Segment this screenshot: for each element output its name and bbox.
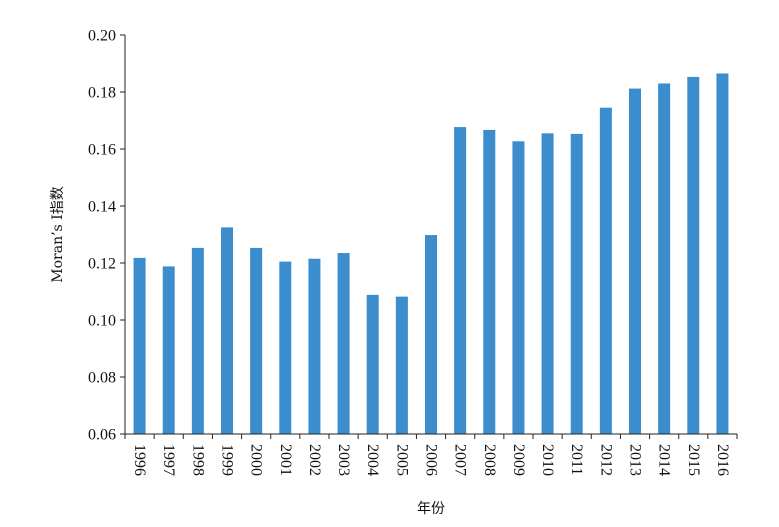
x-tick-label: 1998 (189, 444, 206, 476)
x-tick-label: 2016 (714, 444, 731, 476)
bar-2010 (541, 133, 554, 434)
axes-layer (124, 35, 737, 435)
x-ticks: 1996 1997 1998 1999 2000 2001 2002 2003 2004 2005… (124, 434, 738, 476)
bar-2015 (687, 76, 700, 435)
y-tick-label: 0.16 (88, 142, 116, 159)
bar-2003 (337, 253, 350, 434)
bar-2013 (629, 88, 641, 434)
x-tick-label: 2012 (597, 444, 614, 476)
x-tick-label: 2009 (510, 444, 527, 476)
x-tick-label: 1997 (160, 444, 177, 476)
x-tick-label: 2004 (364, 444, 381, 476)
x-tick-label: 2006 (423, 444, 440, 476)
x-tick-label: 2011 (568, 444, 585, 475)
y-tick-label: 0.10 (88, 313, 116, 330)
bar-1996 (133, 257, 146, 434)
bar-2008 (483, 129, 496, 434)
y-tick-label: 0.20 (88, 28, 116, 45)
y-tick-label: 0.12 (88, 256, 116, 273)
bar-2009 (512, 141, 525, 435)
y-ticks: 0.06 0.08 0.10 0.12 0.14 0.16 0.18 0.20 (88, 28, 125, 444)
x-tick-label: 2007 (452, 444, 469, 476)
x-tick-label: 2003 (335, 444, 352, 476)
y-tick-label: 0.14 (88, 199, 116, 216)
x-tick-label: 1999 (219, 444, 236, 476)
x-tick-label: 2014 (656, 444, 673, 476)
y-tick-label: 0.08 (88, 370, 116, 387)
bar-2016 (716, 73, 729, 434)
x-tick-label: 2013 (627, 444, 644, 476)
bar-2012 (599, 107, 612, 435)
x-tick-label: 2000 (248, 444, 265, 476)
bar-2002 (308, 258, 321, 434)
bar-2001 (279, 261, 292, 434)
x-tick-label: 2001 (277, 444, 294, 476)
x-tick-label: 2005 (393, 444, 410, 476)
bar-2011 (570, 133, 583, 434)
x-axis-title: 年份 (417, 501, 445, 517)
bar-2000 (250, 247, 263, 434)
bar-2004 (366, 294, 379, 434)
x-tick-label: 2008 (481, 444, 498, 476)
bar-1997 (162, 266, 175, 434)
bar-2006 (425, 235, 437, 434)
bars-layer (133, 73, 729, 435)
y-axis-title: Moran’s I指数 (50, 186, 66, 282)
bar-1999 (221, 227, 233, 434)
x-tick-label: 2010 (539, 444, 556, 476)
bar-2005 (395, 296, 408, 434)
y-tick-label: 0.18 (88, 85, 116, 102)
x-tick-label: 2002 (306, 444, 323, 476)
y-tick-label: 0.06 (88, 427, 116, 444)
bar-2014 (658, 83, 671, 434)
x-tick-label: 1996 (131, 444, 148, 476)
bar-1998 (191, 247, 204, 434)
bar-2007 (454, 127, 467, 434)
x-tick-label: 2015 (685, 444, 702, 476)
